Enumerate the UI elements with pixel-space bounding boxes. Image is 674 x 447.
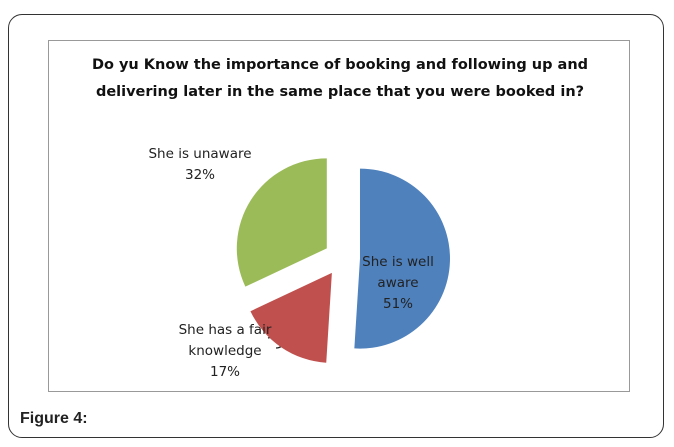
slice-label: She has a fair knowledge	[178, 322, 272, 359]
pie-slice	[236, 158, 327, 287]
value-label: 32%	[184, 167, 215, 183]
caption: Figure 4:	[20, 410, 88, 427]
value-label: 51%	[382, 296, 413, 312]
slice-label: She is well aware	[362, 254, 434, 291]
pie-slice	[250, 272, 332, 363]
chart-title: Do yu Know the importance of booking and…	[91, 57, 589, 100]
value-label: 17%	[209, 364, 240, 380]
pie-slice	[354, 168, 450, 349]
chart-frame	[48, 40, 630, 392]
slice-label: She is unaware	[148, 146, 252, 162]
figure-frame	[8, 14, 664, 438]
